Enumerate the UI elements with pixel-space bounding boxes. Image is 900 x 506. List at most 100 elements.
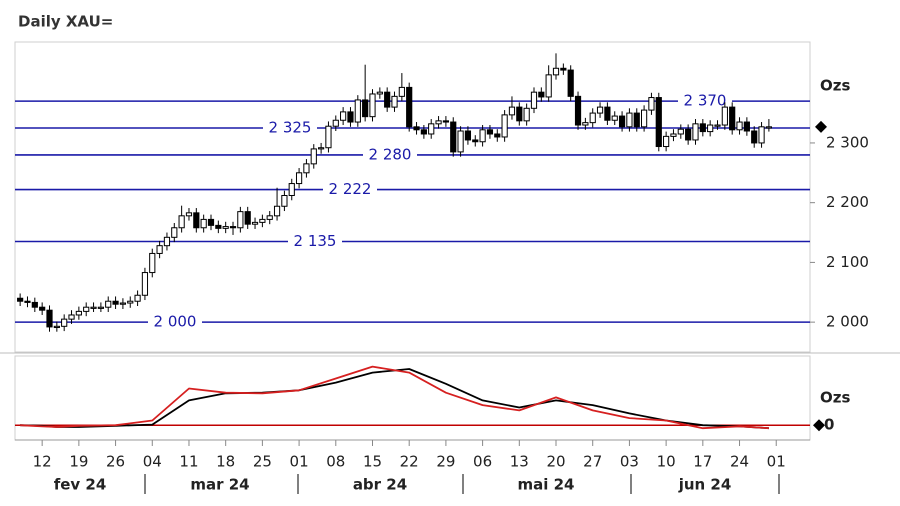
x-tick-label: 12 — [33, 453, 52, 471]
candle-body — [479, 129, 486, 143]
month-label: jun 24 — [678, 476, 732, 494]
candle-body — [347, 111, 354, 123]
level-label: 2 135 — [294, 232, 337, 250]
level-label-bg — [288, 232, 342, 251]
candle-body — [376, 91, 383, 95]
month-label: fev 24 — [54, 476, 107, 494]
candle-body — [721, 106, 728, 126]
candle-body — [68, 314, 75, 320]
candle-body — [303, 163, 310, 174]
y-tick-label: 2 000 — [826, 313, 869, 331]
candle-body — [354, 99, 361, 123]
x-tick-label: 29 — [436, 453, 455, 471]
candle-body — [758, 126, 765, 144]
candle-body — [530, 91, 538, 109]
candle-body — [288, 183, 295, 197]
candle-body — [413, 126, 420, 131]
candle-body — [134, 294, 141, 302]
candle-body — [457, 130, 464, 153]
candle-body — [464, 130, 472, 141]
candle-body — [39, 306, 46, 311]
candle-body — [442, 120, 450, 123]
candle-body — [677, 128, 684, 135]
candle-body — [200, 218, 207, 229]
candle-body — [406, 86, 413, 128]
candle-body — [604, 106, 611, 121]
candle-body — [384, 91, 391, 108]
candle-body — [765, 126, 772, 129]
candle-body — [207, 218, 215, 226]
candle-body — [325, 125, 332, 149]
price-panel — [14, 41, 811, 353]
candle-body — [516, 106, 523, 122]
last-price-marker — [815, 120, 827, 133]
candle-body — [391, 95, 398, 108]
x-tick-label: 25 — [253, 453, 272, 471]
candle-body — [714, 124, 721, 127]
candle-body — [648, 97, 655, 111]
x-tick-label: 08 — [326, 453, 345, 471]
candle-body — [398, 86, 405, 97]
month-label: mai 24 — [518, 476, 575, 494]
candle-body — [655, 97, 662, 148]
candle-body — [281, 195, 288, 207]
candle-body — [670, 133, 677, 137]
candle-body — [332, 119, 339, 127]
candle-body — [560, 67, 567, 71]
candle-body — [215, 224, 222, 229]
y-tick-label: 0 — [824, 416, 834, 434]
candle-body — [640, 109, 648, 128]
candle-body — [501, 114, 508, 138]
x-tick-label: 10 — [657, 453, 676, 471]
candle-body — [751, 130, 758, 144]
level-label-bg — [323, 180, 377, 199]
month-label: mar 24 — [190, 476, 249, 494]
level-label: 2 222 — [329, 180, 372, 198]
level-label-bg — [363, 145, 417, 164]
zero-marker — [813, 419, 825, 432]
candle-body — [163, 236, 171, 247]
candle-body — [552, 67, 560, 76]
level-label: 2 370 — [684, 92, 727, 110]
candle-body — [24, 300, 31, 303]
x-tick-label: 27 — [583, 453, 602, 471]
candle-body — [567, 69, 574, 97]
candle-body — [273, 205, 281, 217]
candle-body — [97, 306, 104, 309]
candle-body — [663, 135, 670, 148]
y-tick-label: 2 300 — [826, 133, 869, 151]
candle-body — [420, 129, 427, 135]
x-tick-label: 22 — [400, 453, 419, 471]
candle-body — [508, 106, 516, 116]
candle-body — [193, 212, 200, 229]
candle-body — [362, 99, 369, 118]
candle-body — [486, 129, 494, 135]
x-tick-label: 01 — [290, 453, 309, 471]
y-tick-label: 2 200 — [826, 193, 869, 211]
candle-body — [685, 128, 692, 141]
candle-body — [141, 272, 149, 296]
candle-body — [31, 301, 38, 308]
candle-body — [626, 112, 633, 128]
candle-body — [75, 310, 82, 316]
candle-body — [83, 306, 90, 312]
y-tick-label: 2 100 — [826, 253, 869, 271]
candle-body — [178, 215, 185, 229]
candle-body — [729, 106, 736, 131]
x-tick-label: 20 — [546, 453, 565, 471]
candle-body — [259, 218, 266, 223]
candle-body — [574, 95, 582, 126]
indicator-unit: Ozs — [820, 389, 850, 407]
x-tick-label: 15 — [363, 453, 382, 471]
x-tick-label: 17 — [693, 453, 712, 471]
candle-body — [127, 300, 134, 304]
candle-body — [251, 221, 259, 225]
candle-body — [472, 139, 479, 143]
candle-body — [545, 74, 552, 98]
candle-body — [244, 211, 251, 225]
candle-body — [295, 172, 303, 185]
x-tick-label: 03 — [620, 453, 639, 471]
candle-body — [156, 245, 163, 254]
candle-body — [743, 121, 750, 132]
candle-body — [523, 107, 530, 122]
